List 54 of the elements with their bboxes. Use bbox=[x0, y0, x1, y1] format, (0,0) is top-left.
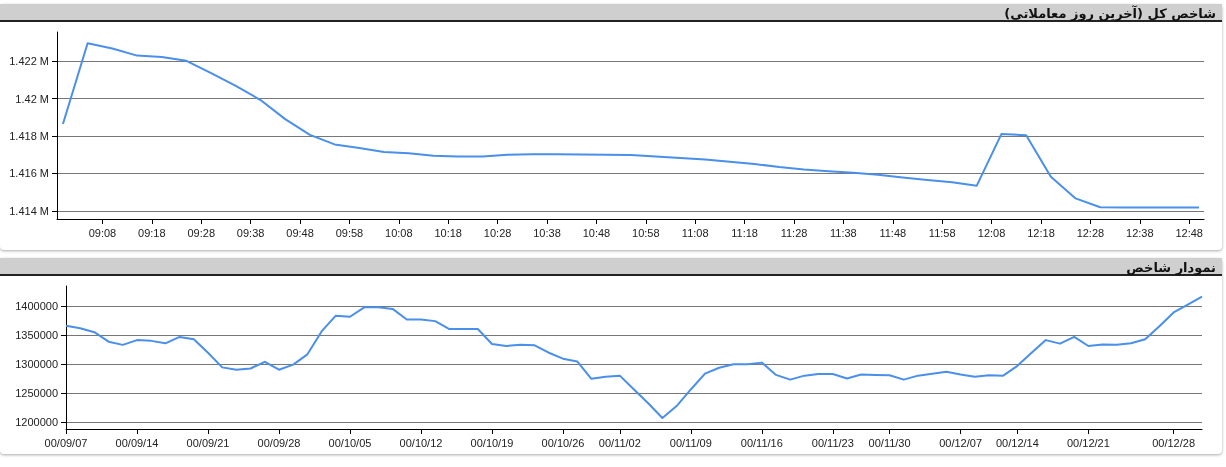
x-tick-label: 12:18 bbox=[1027, 226, 1055, 239]
x-tick-label: 00/09/07 bbox=[44, 436, 88, 449]
y-tick-label: 1400000 bbox=[15, 300, 58, 313]
chart-title: شاخص کل (آخرین روز معاملاتی) bbox=[1004, 6, 1216, 21]
x-tick-label: 12:38 bbox=[1126, 226, 1154, 239]
y-tick-label: 1200000 bbox=[15, 415, 58, 428]
x-tick-label: 12:28 bbox=[1076, 226, 1105, 239]
x-tick-label: 11:38 bbox=[830, 226, 857, 239]
line-series bbox=[65, 295, 1203, 419]
x-tick-label: 12:48 bbox=[1175, 226, 1203, 239]
x-tick-label: 00/12/07 bbox=[939, 436, 983, 449]
x-tick-label: 00/11/09 bbox=[669, 436, 712, 449]
x-tick-label: 00/10/19 bbox=[470, 436, 514, 449]
y-tick-label: 1.418 M bbox=[9, 129, 49, 142]
chart-title: نمودار شاخص bbox=[1126, 260, 1216, 275]
x-tick-label: 00/12/14 bbox=[995, 436, 1039, 449]
x-tick-label: 09:28 bbox=[187, 226, 216, 239]
x-tick-label: 09:48 bbox=[286, 226, 314, 239]
x-tick-label: 00/09/28 bbox=[257, 436, 301, 449]
y-tick-label: 1.42 M bbox=[15, 92, 49, 105]
x-tick-label: 00/11/16 bbox=[740, 436, 783, 449]
x-tick-label: 00/10/26 bbox=[541, 436, 585, 449]
y-tick-label: 1.416 M bbox=[9, 167, 49, 180]
x-tick-label: 12:08 bbox=[977, 226, 1006, 239]
x-tick-label: 10:28 bbox=[483, 226, 512, 239]
y-tick-label: 1.422 M bbox=[9, 55, 49, 68]
x-tick-label: 10:18 bbox=[434, 226, 462, 239]
x-tick-label: 00/09/21 bbox=[186, 436, 230, 449]
x-tick-label: 10:08 bbox=[385, 226, 413, 239]
x-tick-label: 00/11/30 bbox=[868, 436, 911, 449]
x-tick-label: 09:08 bbox=[88, 226, 117, 239]
x-tick-label: 00/10/05 bbox=[328, 436, 372, 449]
x-tick-label: 00/12/21 bbox=[1066, 436, 1110, 449]
y-tick-label: 1350000 bbox=[15, 329, 58, 342]
x-tick-label: 10:38 bbox=[533, 226, 561, 239]
x-tick-label: 10:48 bbox=[582, 226, 611, 239]
x-tick-label: 00/11/23 bbox=[811, 436, 854, 449]
x-tick-label: 11:28 bbox=[780, 226, 808, 239]
x-tick-label: 09:58 bbox=[335, 226, 364, 239]
y-tick-label: 1300000 bbox=[15, 358, 58, 371]
x-tick-label: 11:58 bbox=[928, 226, 956, 239]
line-series bbox=[61, 42, 1201, 209]
x-tick-label: 11:18 bbox=[731, 226, 758, 239]
x-tick-label: 10:58 bbox=[632, 226, 660, 239]
x-tick-label: 09:38 bbox=[236, 226, 265, 239]
x-tick-label: 00/11/02 bbox=[598, 436, 641, 449]
x-tick-label: 00/09/14 bbox=[115, 436, 159, 449]
y-tick-label: 1.414 M bbox=[9, 204, 49, 217]
x-tick-label: 00/10/12 bbox=[399, 436, 443, 449]
x-tick-label: 11:08 bbox=[681, 226, 709, 239]
x-tick-label: 09:18 bbox=[138, 226, 166, 239]
x-tick-label: 11:48 bbox=[879, 226, 907, 239]
y-tick-label: 1250000 bbox=[15, 386, 58, 399]
x-tick-label: 00/12/28 bbox=[1152, 436, 1196, 449]
